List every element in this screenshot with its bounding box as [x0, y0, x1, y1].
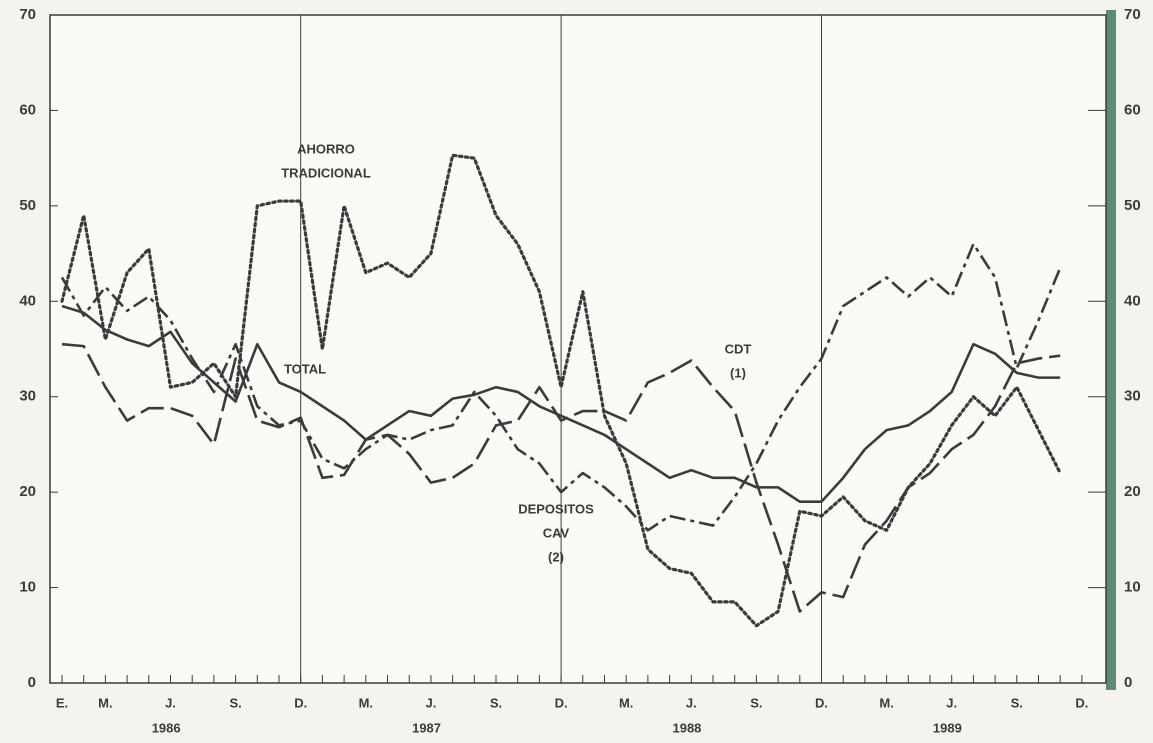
y2-tick-label: 0 [1124, 674, 1132, 691]
y-tick-label: 40 [19, 292, 36, 309]
y2-tick-label: 20 [1124, 483, 1141, 500]
x-tick-label: D. [1075, 695, 1088, 710]
x-tick-label: D. [555, 695, 568, 710]
year-label: 1989 [933, 720, 962, 735]
series-line [61, 304, 1061, 503]
x-tick-label: D. [815, 695, 828, 710]
y2-tick-label: 30 [1124, 388, 1141, 405]
y-tick-label: 60 [19, 101, 36, 118]
annotation: AHORRO [297, 141, 355, 156]
x-tick-label: M. [359, 695, 373, 710]
annotation: TRADICIONAL [281, 165, 371, 180]
y-tick-label: 50 [19, 197, 36, 214]
y-tick-label: 0 [28, 674, 36, 691]
y-tick-label: 70 [19, 6, 36, 23]
y2-tick-label: 50 [1124, 197, 1141, 214]
y2-tick-label: 40 [1124, 292, 1141, 309]
series-line [60, 242, 1062, 532]
x-tick-label: M. [879, 695, 893, 710]
x-tick-label: J. [165, 695, 176, 710]
frame-edge [1106, 10, 1116, 690]
series-line [61, 342, 1061, 613]
x-tick-label: S. [229, 695, 241, 710]
annotation: CDT [725, 341, 752, 356]
x-tick-label: J. [686, 695, 697, 710]
x-tick-label: S. [490, 695, 502, 710]
y2-tick-label: 70 [1124, 6, 1141, 23]
annotation: (2) [548, 549, 564, 564]
annotation: TOTAL [284, 361, 326, 376]
year-label: 1988 [672, 720, 701, 735]
x-tick-label: J. [946, 695, 957, 710]
x-tick-label: J. [425, 695, 436, 710]
annotation: (1) [730, 365, 746, 380]
x-tick-label: S. [750, 695, 762, 710]
x-tick-label: S. [1011, 695, 1023, 710]
plot-area [49, 14, 1107, 684]
x-tick-label: E. [56, 695, 68, 710]
x-tick-label: M. [619, 695, 633, 710]
series-line [60, 153, 1062, 628]
y-tick-label: 30 [19, 388, 36, 405]
x-tick-label: M. [98, 695, 112, 710]
year-label: 1987 [412, 720, 441, 735]
y-tick-label: 10 [19, 579, 36, 596]
annotation: DEPOSITOS [518, 501, 594, 516]
x-tick-label: D. [294, 695, 307, 710]
y2-tick-label: 60 [1124, 101, 1141, 118]
y-tick-label: 20 [19, 483, 36, 500]
annotation: CAV [543, 525, 570, 540]
y2-tick-label: 10 [1124, 579, 1141, 596]
year-label: 1986 [152, 720, 181, 735]
